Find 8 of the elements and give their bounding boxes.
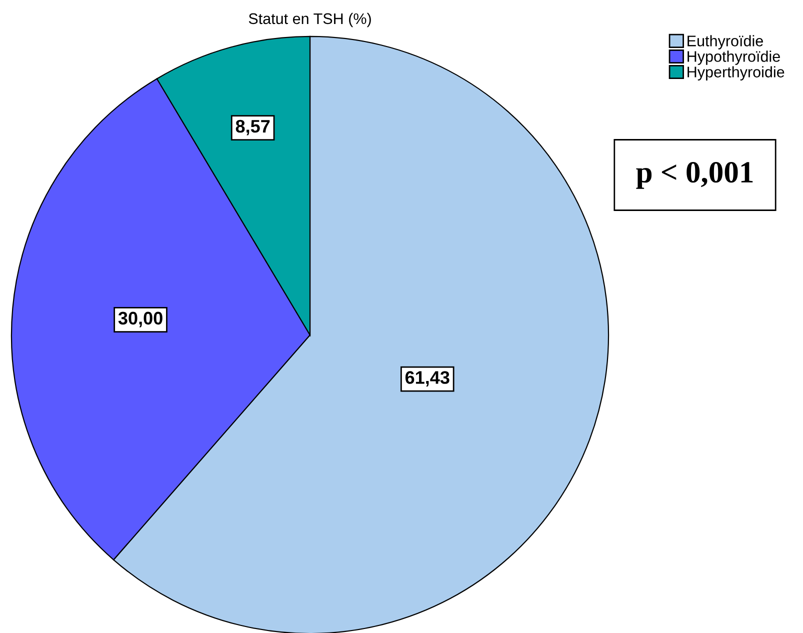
- data-label: 61,43: [405, 371, 450, 387]
- legend-label: Hyperthyroidie: [688, 66, 784, 80]
- text: p < 0,001: [636, 162, 753, 189]
- legend-label: Hypothyroïdie: [688, 50, 780, 65]
- data-label: 8,57: [236, 120, 270, 136]
- legend-label: Euthyroïdie: [688, 35, 763, 50]
- data-label: 30,00: [118, 312, 162, 328]
- chart-title: Statut en TSH (%): [248, 12, 371, 28]
